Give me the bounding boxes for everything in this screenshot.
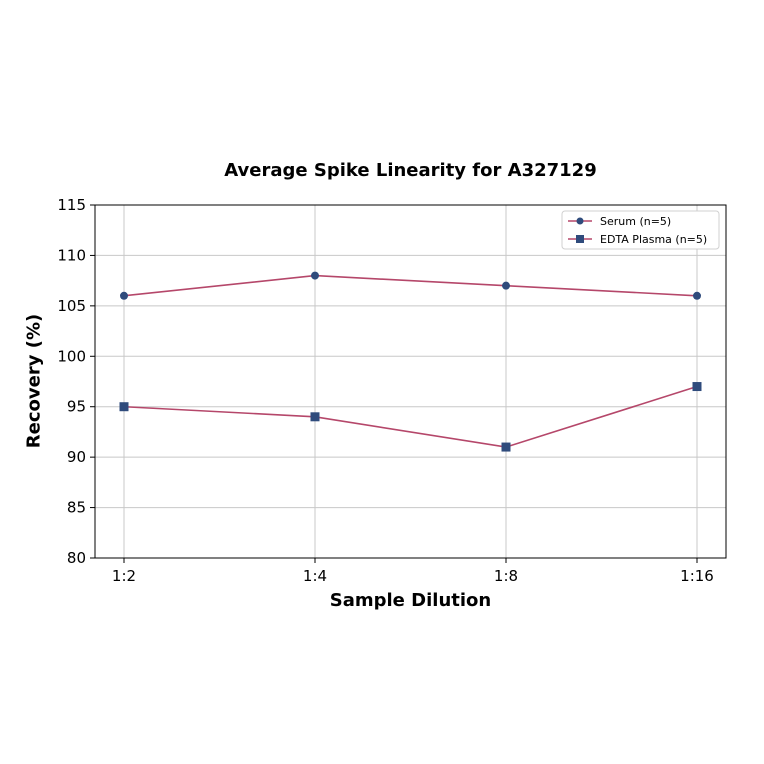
data-point-circle (311, 271, 319, 280)
x-tick-label: 1:16 (680, 567, 714, 585)
data-point-square (692, 382, 702, 392)
x-axis-label: Sample Dilution (329, 590, 492, 611)
data-point-square (119, 402, 129, 412)
data-point-square (310, 412, 320, 422)
y-tick-label: 90 (67, 448, 86, 466)
legend-label: Serum (n=5) (600, 215, 671, 228)
y-tick-label: 115 (57, 196, 86, 214)
legend-square-icon (576, 235, 584, 243)
series-line (123, 385, 698, 448)
legend-box (561, 210, 720, 250)
data-point-circle (502, 281, 510, 290)
y-tick-label: 85 (67, 499, 86, 517)
data-point-square (501, 442, 511, 452)
plot-frame (94, 204, 727, 559)
legend-label: EDTA Plasma (n=5) (600, 233, 707, 246)
x-tick-label: 1:2 (112, 567, 136, 585)
x-tick-label: 1:8 (494, 567, 518, 585)
data-point-circle (120, 291, 128, 300)
legend-circle-icon (576, 217, 584, 225)
y-tick-label: 95 (67, 398, 86, 416)
chart-title: Average Spike Linearity for A327129 (224, 160, 597, 181)
y-tick-label: 105 (57, 297, 86, 315)
y-tick-label: 80 (67, 549, 86, 567)
series-line (123, 274, 698, 297)
y-tick-label: 110 (57, 246, 86, 264)
data-point-circle (693, 291, 701, 300)
y-tick-label: 100 (57, 347, 86, 365)
x-tick-label: 1:4 (303, 567, 327, 585)
